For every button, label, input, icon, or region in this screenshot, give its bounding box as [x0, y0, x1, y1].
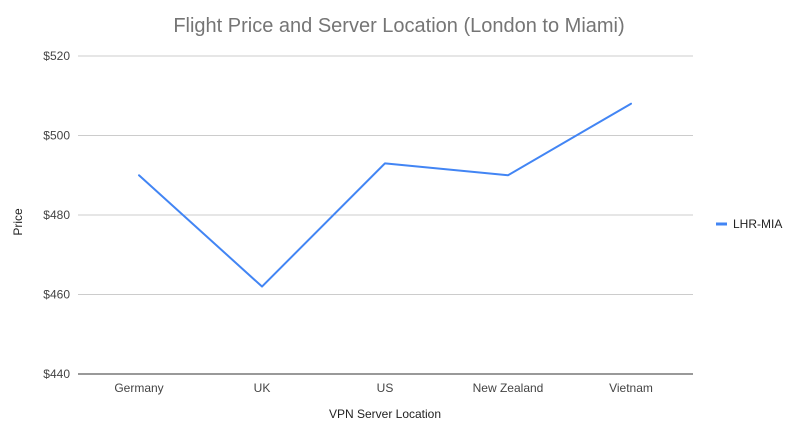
- y-tick-label: $500: [43, 129, 70, 143]
- chart-title: Flight Price and Server Location (London…: [173, 15, 624, 37]
- x-tick-label: US: [377, 381, 394, 395]
- gridlines: [78, 55, 693, 375]
- y-tick-label: $480: [43, 208, 70, 222]
- series-line-0: [138, 102, 632, 288]
- x-axis-title: VPN Server Location: [329, 407, 441, 421]
- y-tick-label: $520: [43, 49, 70, 63]
- x-tick-label: New Zealand: [473, 381, 544, 395]
- legend: LHR-MIA: [716, 217, 782, 231]
- series-lines: [138, 102, 632, 288]
- x-tick-label: Germany: [114, 381, 163, 395]
- y-tick-label: $440: [43, 367, 70, 381]
- x-tick-label: UK: [254, 381, 271, 395]
- y-axis-title: Price: [11, 208, 25, 236]
- y-tick-label: $460: [43, 288, 70, 302]
- legend-label: LHR-MIA: [733, 217, 782, 231]
- x-tick-label: Vietnam: [609, 381, 653, 395]
- x-axis-ticks: Germany UK US New Zealand Vietnam: [114, 381, 653, 395]
- y-axis-ticks: $440 $460 $480 $500 $520: [43, 49, 70, 381]
